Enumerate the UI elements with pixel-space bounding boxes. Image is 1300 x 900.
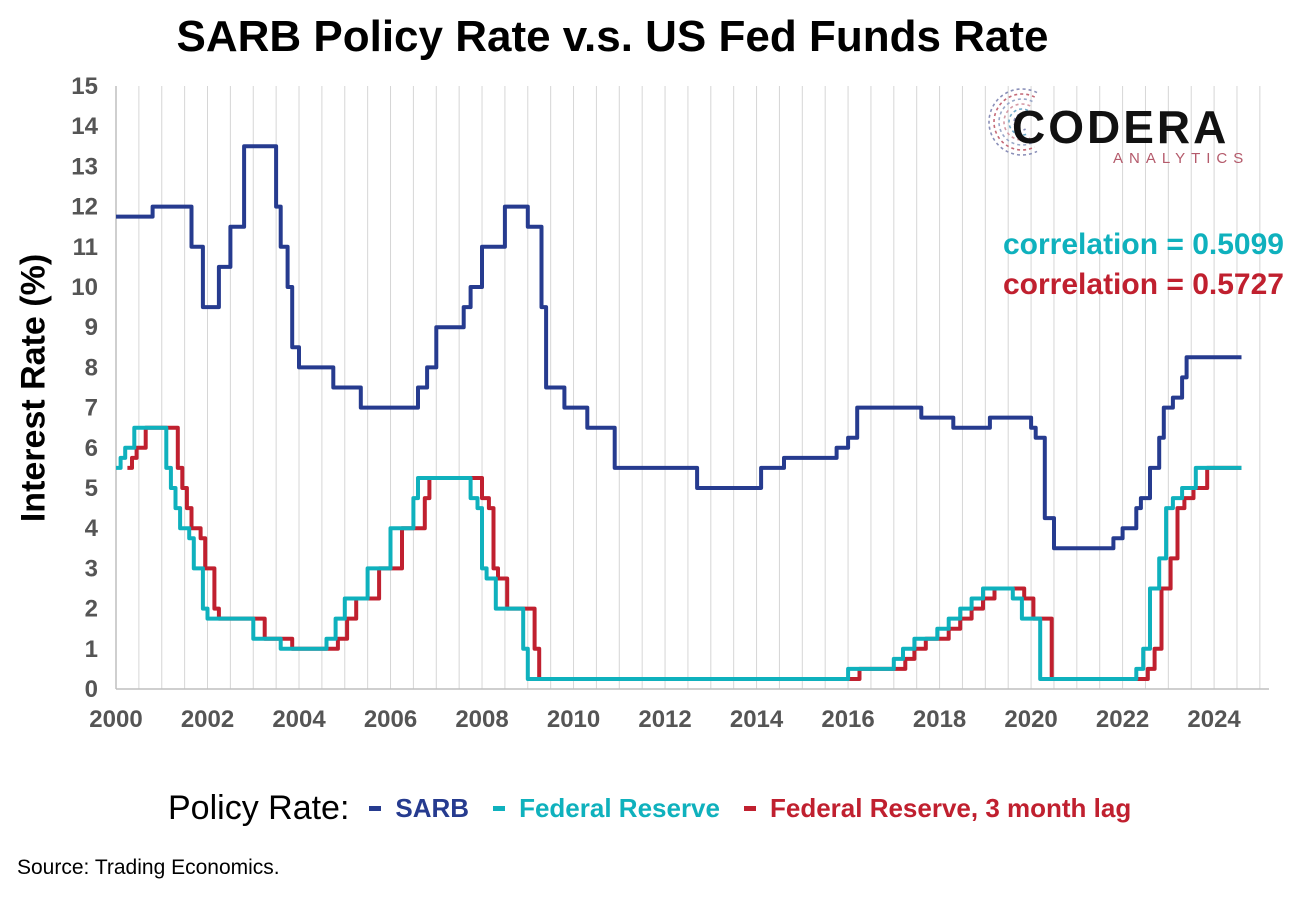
logo-arc — [993, 93, 1036, 151]
logo-arc — [1003, 103, 1031, 141]
x-tick-label: 2000 — [89, 706, 142, 733]
x-tick-label: 2012 — [638, 706, 691, 733]
series-lines — [116, 144, 1242, 681]
y-tick-label: 1 — [85, 636, 98, 663]
y-tick-label: 11 — [73, 234, 98, 261]
legend-label-fed-lag: Federal Reserve, 3 month lag — [769, 792, 1132, 823]
y-tick-label: 13 — [71, 153, 98, 180]
source-note: Source: Trading Economics. — [17, 856, 280, 879]
legend-label-sarb: SARB — [395, 792, 470, 823]
legend-item-fed: Federal Reserve — [493, 793, 720, 824]
y-tick-label: 2 — [85, 596, 98, 623]
legend-label-fed: Federal Reserve — [519, 792, 720, 823]
y-tick-label: 3 — [85, 555, 98, 582]
x-tick-label: 2018 — [913, 706, 966, 733]
x-tick-label: 2002 — [181, 706, 234, 733]
x-tick-label: 2022 — [1096, 706, 1149, 733]
logo-subtitle: ANALYTICS — [1113, 150, 1250, 167]
correlation-fed: correlation = 0.5099 — [1003, 228, 1284, 261]
codera-logo: CODERA ANALYTICS — [986, 82, 1256, 172]
legend-marker-fed — [493, 805, 506, 811]
legend-marker-fed-lag — [743, 805, 756, 811]
logo-arc — [1008, 108, 1029, 136]
logo-arc — [998, 98, 1033, 146]
chart-title: SARB Policy Rate v.s. US Fed Funds Rate — [176, 12, 1049, 61]
y-tick-label: 0 — [85, 676, 98, 703]
logo-arc — [988, 88, 1038, 156]
y-tick-label: 7 — [85, 395, 98, 422]
x-tick-label: 2020 — [1004, 706, 1057, 733]
y-tick-label: 14 — [71, 113, 98, 140]
logo-wordmark: CODERA — [1012, 101, 1230, 153]
logo-mark-icon — [988, 88, 1038, 156]
y-tick-label: 15 — [71, 73, 98, 100]
legend-item-sarb: SARB — [369, 793, 469, 824]
x-tick-label: 2008 — [455, 706, 508, 733]
y-tick-label: 6 — [85, 435, 98, 462]
x-tick-label: 2006 — [364, 706, 417, 733]
y-tick-label: 12 — [71, 194, 98, 221]
x-tick-labels: 2000 2002 2004 2006 2008 2010 2012 2014 2016 2018… — [89, 706, 1241, 733]
y-tick-label: 9 — [85, 314, 98, 341]
legend-title: Policy Rate: — [168, 788, 350, 827]
x-tick-label: 2010 — [547, 706, 600, 733]
x-tick-label: 2016 — [821, 706, 874, 733]
x-tick-label: 2024 — [1187, 706, 1241, 733]
series-line-fed — [116, 425, 1242, 681]
legend: Policy Rate: SARB Federal Reserve Federa… — [168, 786, 1155, 830]
series-line-fed-lag — [127, 425, 1242, 681]
x-tick-label: 2014 — [730, 706, 784, 733]
grid-lines — [115, 86, 1269, 690]
x-tick-label: 2004 — [272, 706, 326, 733]
legend-item-fed-lag: Federal Reserve, 3 month lag — [743, 792, 1132, 824]
y-tick-label: 8 — [85, 354, 98, 381]
y-tick-label: 10 — [71, 274, 98, 301]
series-line-sarb — [116, 144, 1242, 551]
y-axis-label: Interest Rate (%) — [14, 253, 53, 523]
y-tick-label: 4 — [85, 515, 99, 542]
legend-marker-sarb — [369, 805, 382, 811]
y-tick-label: 5 — [85, 475, 98, 502]
correlation-fed-lag: correlation = 0.5727 — [1003, 268, 1284, 301]
